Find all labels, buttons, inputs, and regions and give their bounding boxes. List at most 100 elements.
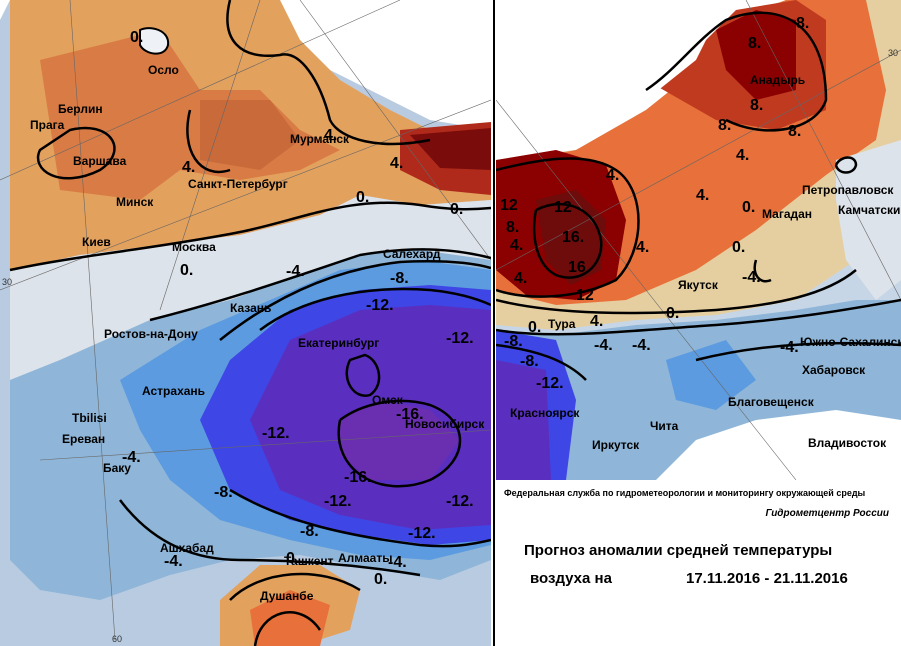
neutral-band	[10, 195, 491, 380]
iso-label: 0.	[180, 262, 193, 279]
city-oslo: Осло	[148, 63, 179, 77]
city-yerevan: Ереван	[62, 432, 105, 446]
iso-label: 16.	[562, 229, 584, 246]
iso-label: 4.	[636, 239, 649, 256]
iso-label: -4.	[780, 339, 799, 356]
city-blagoveshchensk: Благовещенск	[728, 395, 815, 409]
iso-label: 4.	[736, 147, 749, 164]
iso-label: -4.	[286, 263, 305, 280]
coord-label-right: 30	[888, 48, 898, 58]
left-cities: Осло Берлин Прага Варшава Минск Мурманск…	[30, 63, 485, 603]
isolines	[9, 0, 491, 646]
iso-label: 0.	[666, 305, 679, 322]
iso-label: 12	[500, 197, 518, 214]
city-ashgabat: Ашхабад	[160, 541, 214, 555]
iso-label: 0.	[450, 201, 463, 218]
coord-label-30: 30	[2, 277, 12, 287]
city-khabarovsk: Хабаровск	[802, 363, 866, 377]
iso-label: -4.	[388, 554, 407, 571]
iso-label: 8.	[750, 97, 763, 114]
arctic-ocean	[260, 0, 491, 130]
iso-label: -12.	[324, 493, 352, 510]
left-map-svg: 30 60 Осло Берлин Прага Варшава Минск Му…	[0, 0, 491, 646]
city-chita: Чита	[650, 419, 679, 433]
right-map-svg: 30 Анадырь Петропавловск Камчатский Мага…	[496, 0, 901, 480]
warm-peak-ne	[410, 128, 491, 170]
iso-label: -8.	[214, 484, 233, 501]
city-minsk: Минск	[116, 195, 154, 209]
left-anomaly-map: 30 60 Осло Берлин Прага Варшава Минск Му…	[0, 0, 491, 646]
iso-label: 8.	[788, 123, 801, 140]
iso-label: 4.	[590, 313, 603, 330]
right-cities: Анадырь Петропавловск Камчатский Магадан…	[510, 73, 901, 452]
city-vladivostok: Владивосток	[808, 436, 887, 450]
city-dushanbe: Душанбе	[260, 589, 314, 603]
agency-name: Федеральная служба по гидрометеорологии …	[504, 488, 866, 498]
iso-label: -12.	[446, 330, 474, 347]
city-warsaw: Варшава	[73, 154, 127, 168]
warm-peak-anadyr	[716, 10, 796, 100]
center-name: Гидрометцентр России	[765, 508, 889, 519]
city-magadan: Магадан	[762, 207, 812, 221]
iso-label: -8.	[390, 270, 409, 287]
iso-label: 0.	[528, 319, 541, 336]
iso-label: -4.	[164, 553, 183, 570]
iso-label: 0.	[356, 189, 369, 206]
iso-label: -12.	[408, 525, 436, 542]
city-yakutsk: Якутск	[678, 278, 719, 292]
cold-core	[340, 400, 460, 480]
iso-label: 0.	[286, 550, 299, 567]
arctic-ocean-right	[496, 0, 726, 140]
pacific-right	[836, 140, 901, 300]
iso-label: 12	[554, 199, 572, 216]
iso-label: -16.	[396, 406, 424, 423]
city-astrakhan: Астрахань	[142, 384, 205, 398]
iso-label: 4.	[606, 167, 619, 184]
city-rostov: Ростов-на-Дону	[104, 327, 198, 341]
city-kiev: Киев	[82, 235, 111, 249]
map-title-line1: Прогноз аномалии средней температуры	[524, 542, 833, 559]
city-baku: Баку	[103, 461, 131, 475]
iso-label: -4.	[594, 337, 613, 354]
map-title-line2: воздуха на	[530, 570, 612, 587]
iso-label: -8.	[504, 333, 523, 350]
isolines-right	[496, 11, 901, 381]
iso-label: 0.	[130, 29, 143, 46]
iso-label: 4.	[696, 187, 709, 204]
city-irkutsk: Иркутск	[592, 438, 640, 452]
left-isoline-labels: 0. 4. 4. 4. 0. 0. -4. -8. -12. -12. -16.…	[122, 29, 474, 588]
city-novosibirsk: Новосибирск	[405, 417, 485, 431]
cold-mid-right	[666, 340, 756, 410]
grid-lines-right	[496, 0, 901, 480]
iso-label: 4.	[324, 127, 337, 144]
iso-label: -12.	[536, 375, 564, 392]
oslo-anomaly-pocket	[139, 27, 170, 55]
iso-label: -12.	[262, 425, 290, 442]
city-yekaterinburg: Екатеринбург	[298, 336, 379, 350]
right-anomaly-map: 30 Анадырь Петропавловск Камчатский Мага…	[496, 0, 901, 646]
city-stpetersburg: Санкт-Петербург	[188, 177, 288, 191]
iso-label: -16.	[344, 469, 372, 486]
iso-label: 4.	[514, 270, 527, 287]
iso-label: 12	[576, 287, 594, 304]
iso-label: -4.	[742, 269, 761, 286]
city-kamchatsky: Камчатский	[838, 203, 901, 217]
iso-label: 16	[568, 259, 586, 276]
city-tashkent: Ташкент	[284, 554, 334, 568]
sea-of-japan	[656, 410, 901, 480]
city-omsk: Омск	[372, 393, 404, 407]
city-moscow: Москва	[172, 240, 216, 254]
map-footer: Федеральная служба по гидрометеорологии …	[496, 480, 901, 646]
city-tura: Тура	[548, 317, 576, 331]
city-petropavlovsk: Петропавловск	[802, 183, 894, 197]
city-krasnoyarsk: Красноярск	[510, 406, 580, 420]
cold-core-right	[496, 360, 551, 480]
city-murmansk: Мурманск	[290, 132, 350, 146]
city-almaty: Алмааты	[338, 551, 392, 565]
iso-label: 4.	[510, 237, 523, 254]
warm-region-karelia	[200, 100, 300, 170]
iso-label: 8.	[748, 35, 761, 52]
iso-label: -4.	[632, 337, 651, 354]
city-anadyr: Анадырь	[750, 73, 805, 87]
iso-label: 0.	[732, 239, 745, 256]
